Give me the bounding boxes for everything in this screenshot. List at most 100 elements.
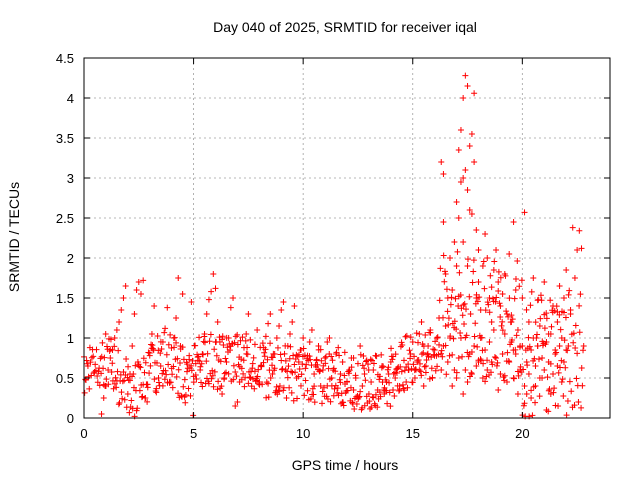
data-point [428, 365, 435, 372]
data-point [363, 357, 370, 364]
data-point [285, 363, 292, 370]
y-tick-label: 1 [67, 331, 74, 346]
data-point [378, 364, 385, 371]
data-point [443, 286, 450, 293]
data-point [404, 384, 411, 391]
data-point [497, 303, 504, 309]
data-point [472, 320, 479, 327]
data-point [565, 291, 572, 298]
data-point [532, 383, 539, 389]
data-point [445, 315, 452, 322]
data-point [357, 343, 364, 349]
data-point [571, 402, 578, 409]
data-point [558, 379, 565, 385]
data-point [417, 368, 424, 375]
data-point [124, 374, 131, 381]
data-point [241, 383, 248, 390]
data-point [242, 374, 249, 381]
data-point [489, 361, 496, 368]
data-point [149, 342, 156, 349]
data-point [543, 310, 550, 317]
data-point [283, 395, 290, 402]
data-point [423, 356, 430, 363]
data-point [385, 364, 392, 371]
data-point [180, 356, 187, 363]
data-point [151, 376, 158, 383]
data-point [100, 365, 107, 372]
data-point [543, 315, 550, 322]
data-point [495, 288, 502, 295]
chart-title: Day 040 of 2025, SRMTID for receiver iqa… [213, 19, 477, 35]
data-point [397, 343, 404, 350]
data-point [418, 319, 425, 325]
data-point [370, 394, 377, 401]
data-point [146, 350, 153, 357]
data-point [499, 327, 506, 334]
data-point [442, 271, 449, 277]
data-point [314, 361, 321, 368]
data-point [495, 387, 502, 393]
data-point [467, 311, 474, 318]
data-point [226, 347, 233, 354]
data-point [249, 365, 256, 372]
data-point [440, 171, 447, 177]
data-point [441, 278, 448, 285]
data-point [564, 398, 571, 405]
data-point [526, 343, 533, 350]
data-point [464, 187, 471, 193]
data-point [85, 373, 92, 380]
data-point [523, 391, 530, 397]
data-point [332, 368, 339, 375]
data-point [270, 350, 277, 357]
data-point [166, 379, 173, 386]
data-point [479, 347, 486, 354]
data-point [335, 392, 342, 399]
data-point [532, 399, 539, 406]
data-point [114, 368, 121, 375]
data-point [455, 215, 462, 221]
data-point [199, 383, 206, 390]
data-point [213, 352, 220, 359]
data-point [559, 376, 566, 383]
data-point [192, 360, 199, 367]
data-point [187, 392, 194, 399]
data-point [507, 341, 514, 348]
data-point [501, 271, 508, 277]
data-point [403, 332, 410, 339]
data-point [416, 360, 423, 367]
data-point [290, 352, 297, 359]
data-point [94, 372, 101, 379]
data-point [87, 359, 94, 366]
data-point [175, 366, 182, 373]
data-point [525, 371, 532, 377]
data-point [188, 362, 195, 369]
data-point [432, 338, 439, 345]
data-point [170, 363, 177, 370]
data-point [466, 143, 473, 149]
data-point [212, 285, 219, 292]
data-point [248, 383, 255, 390]
data-point [387, 403, 394, 410]
data-point [110, 385, 117, 392]
data-point [163, 371, 170, 378]
data-point [253, 377, 260, 384]
data-point [361, 371, 368, 377]
data-point [421, 363, 428, 370]
data-point [322, 353, 329, 360]
data-point [143, 381, 150, 388]
data-point [92, 361, 99, 368]
data-point [357, 388, 364, 395]
data-point [219, 391, 226, 397]
data-point [310, 391, 317, 398]
data-point [499, 291, 506, 297]
data-point [223, 369, 230, 376]
data-point [493, 247, 500, 253]
data-point [576, 302, 583, 309]
data-point [201, 333, 208, 340]
data-point [326, 335, 333, 341]
data-point [179, 344, 186, 351]
data-point [368, 357, 375, 364]
data-point [503, 311, 510, 317]
y-axis-label: SRMTID / TECUs [6, 182, 22, 292]
data-point [418, 372, 425, 379]
